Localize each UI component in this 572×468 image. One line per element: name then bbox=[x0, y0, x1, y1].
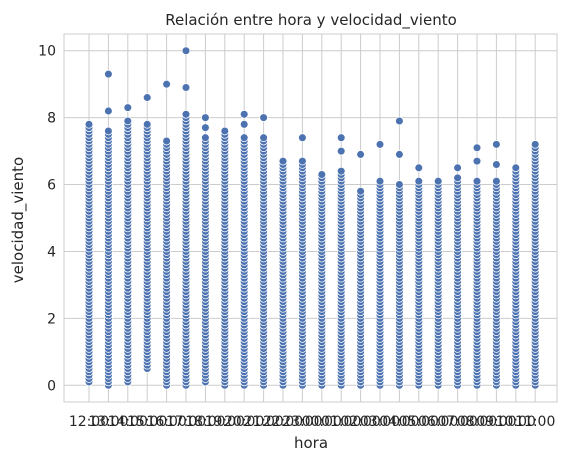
data-point bbox=[181, 46, 191, 56]
x-tick-label: 01:00 bbox=[321, 414, 361, 430]
data-point bbox=[239, 120, 249, 129]
data-point bbox=[336, 133, 346, 142]
x-tick-label: 10:00 bbox=[496, 414, 536, 430]
y-tick-label: 4 bbox=[47, 244, 56, 260]
data-point bbox=[530, 140, 540, 149]
x-tick-label: 18:00 bbox=[185, 414, 225, 430]
data-point bbox=[259, 113, 268, 122]
x-tick-label: 09:00 bbox=[476, 414, 516, 430]
data-point bbox=[278, 156, 288, 166]
y-tick-label: 10 bbox=[38, 44, 56, 60]
data-point bbox=[142, 120, 152, 129]
x-tick-label: 03:00 bbox=[360, 414, 400, 430]
x-tick-label: 02:00 bbox=[340, 414, 380, 430]
data-point bbox=[356, 186, 365, 196]
data-points bbox=[84, 46, 540, 390]
x-tick-label: 07:00 bbox=[437, 414, 477, 430]
data-point bbox=[492, 160, 501, 169]
y-axis-ticks: 0 2 4 6 8 10 bbox=[38, 44, 56, 395]
data-point bbox=[472, 143, 482, 153]
y-tick-label: 2 bbox=[47, 311, 56, 327]
data-point bbox=[104, 69, 113, 79]
x-tick-label: 21:00 bbox=[243, 414, 283, 430]
data-point bbox=[472, 156, 482, 166]
data-point bbox=[104, 126, 113, 136]
data-point bbox=[395, 180, 404, 189]
y-tick-label: 0 bbox=[47, 378, 56, 394]
x-tick-label: 22:00 bbox=[263, 414, 303, 430]
data-point bbox=[162, 79, 171, 89]
data-point bbox=[239, 110, 249, 119]
data-point bbox=[181, 83, 191, 92]
data-point bbox=[433, 176, 443, 186]
x-tick-label: 20:00 bbox=[224, 414, 264, 430]
plot-frame bbox=[63, 33, 558, 403]
x-tick-label: 08:00 bbox=[457, 414, 497, 430]
x-tick-label: 17:00 bbox=[166, 414, 206, 430]
data-point bbox=[201, 113, 210, 122]
x-tick-label: 06:00 bbox=[418, 414, 458, 430]
x-tick-label: 14:00 bbox=[108, 414, 148, 430]
data-point bbox=[162, 136, 171, 146]
data-point bbox=[201, 133, 210, 142]
y-tick-label: 6 bbox=[47, 178, 56, 194]
data-point bbox=[492, 140, 501, 149]
data-point bbox=[239, 133, 249, 142]
data-point bbox=[336, 166, 346, 176]
grid bbox=[64, 34, 557, 402]
data-point bbox=[492, 176, 501, 186]
data-point bbox=[375, 140, 385, 149]
data-point bbox=[356, 150, 365, 159]
x-axis-ticks: 12:0013:0014:0015:0016:0017:0018:0019:00… bbox=[69, 414, 556, 430]
x-tick-label: 16:00 bbox=[146, 414, 186, 430]
x-tick-label: 05:00 bbox=[399, 414, 439, 430]
data-point bbox=[298, 156, 307, 166]
data-point bbox=[123, 103, 133, 112]
data-point bbox=[104, 106, 113, 116]
chart-title: Relación entre hora y velocidad_viento bbox=[165, 11, 457, 30]
data-point bbox=[375, 176, 385, 186]
data-point bbox=[317, 170, 327, 179]
data-point bbox=[453, 163, 462, 173]
data-point bbox=[220, 126, 230, 136]
y-tick-label: 8 bbox=[47, 111, 56, 127]
x-tick-label: 23:00 bbox=[282, 414, 322, 430]
data-point bbox=[511, 163, 521, 173]
x-axis-label: hora bbox=[294, 434, 328, 452]
x-tick-label: 13:00 bbox=[88, 414, 128, 430]
data-point bbox=[181, 110, 191, 119]
data-point bbox=[414, 163, 424, 173]
x-tick-label: 12:00 bbox=[69, 414, 109, 430]
data-point bbox=[395, 116, 404, 126]
x-tick-label: 04:00 bbox=[379, 414, 419, 430]
data-point bbox=[453, 173, 462, 183]
data-point bbox=[414, 176, 424, 186]
x-tick-label: 15:00 bbox=[127, 414, 167, 430]
x-tick-label: 19:00 bbox=[205, 414, 245, 430]
data-point bbox=[395, 150, 404, 159]
data-point bbox=[123, 116, 133, 126]
data-point bbox=[259, 133, 268, 142]
data-point bbox=[472, 176, 482, 186]
data-point bbox=[298, 133, 307, 142]
x-tick-label: 00:00 bbox=[302, 414, 342, 430]
data-point bbox=[336, 146, 346, 156]
data-point bbox=[201, 123, 210, 132]
y-axis-label: velocidad_viento bbox=[9, 157, 28, 283]
data-point bbox=[84, 120, 94, 129]
x-tick-label: 11:00 bbox=[515, 414, 555, 430]
data-point bbox=[142, 93, 152, 102]
